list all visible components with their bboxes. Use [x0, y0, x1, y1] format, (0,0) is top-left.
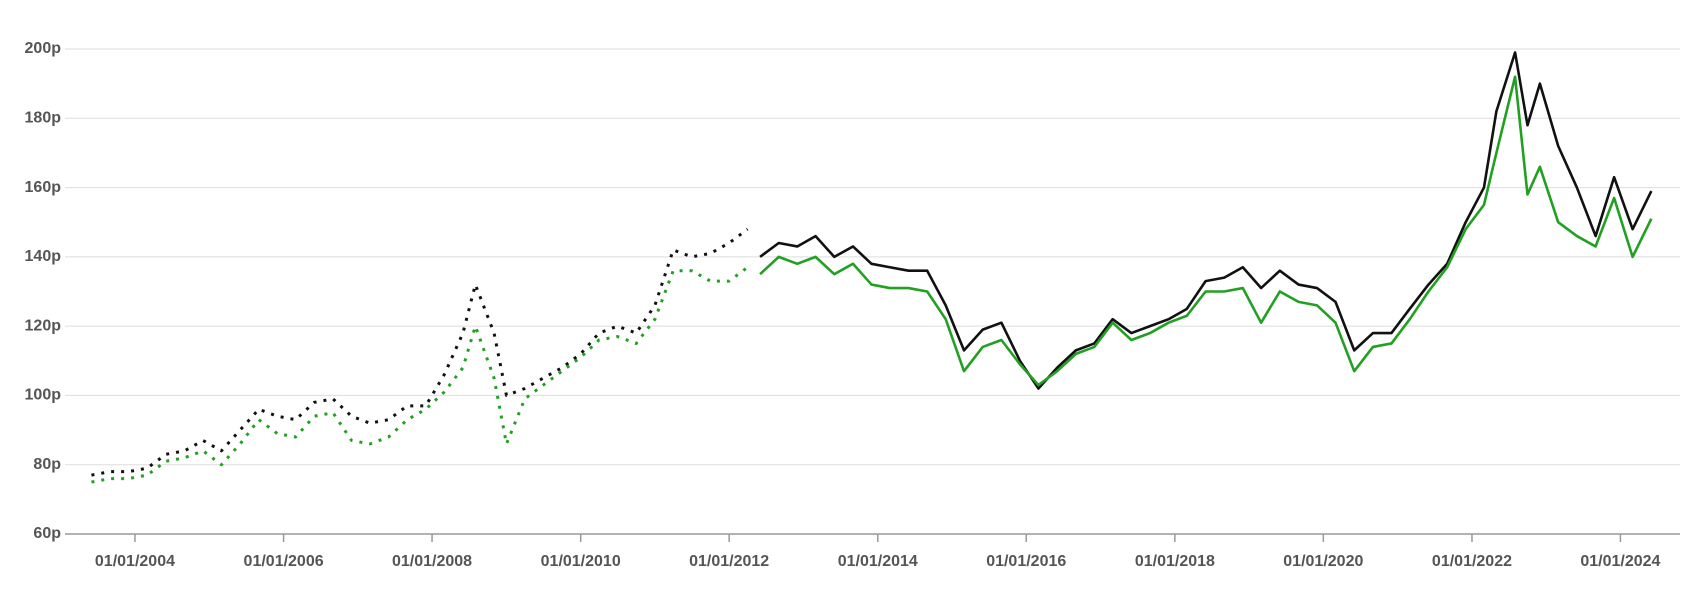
x-tick-label: 01/01/2010: [541, 553, 621, 570]
price-line: [91, 227, 749, 477]
x-tick-label: 01/01/2012: [689, 553, 769, 570]
x-tick-label: 01/01/2016: [986, 553, 1066, 570]
y-tick-label: 120p: [25, 317, 62, 334]
x-tick-label: 01/01/2014: [838, 553, 918, 570]
y-tick-label: 160p: [25, 179, 62, 196]
price-line: [91, 266, 749, 484]
x-tick-label: 01/01/2018: [1135, 553, 1215, 570]
x-tick-label: 01/01/2008: [392, 553, 472, 570]
y-tick-label: 180p: [25, 110, 62, 127]
x-tick-label: 01/01/2020: [1283, 553, 1363, 570]
y-tick-label: 60p: [33, 525, 61, 542]
y-tick-label: 100p: [25, 387, 62, 404]
price-line: [759, 75, 1653, 387]
price-line: [759, 51, 1653, 390]
x-tick-label: 01/01/2024: [1580, 553, 1660, 570]
x-tick-label: 01/01/2004: [95, 553, 175, 570]
x-tick-label: 01/01/2022: [1432, 553, 1512, 570]
x-tick-label: 01/01/2006: [244, 553, 324, 570]
y-tick-label: 200p: [25, 40, 62, 57]
y-tick-label: 140p: [25, 248, 62, 265]
y-tick-label: 80p: [33, 456, 61, 473]
